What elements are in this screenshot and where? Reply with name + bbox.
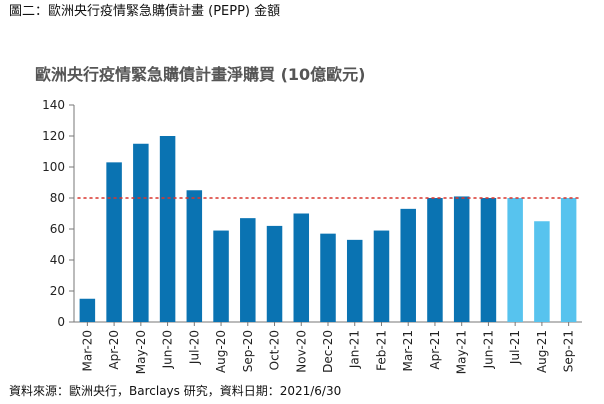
x-axis-tick-label: Jul-21 [508, 330, 522, 365]
x-axis-tick-label: Oct-20 [268, 330, 282, 370]
bar-apr-21 [427, 198, 443, 322]
x-axis-tick-label: Jun-21 [481, 330, 495, 369]
bar-jul-20 [186, 190, 203, 322]
x-axis-tick-label: Jun-20 [161, 330, 175, 369]
x-axis-tick-label: Apr-20 [107, 330, 121, 370]
y-axis-tick-label: 120 [42, 129, 65, 143]
x-axis-tick-label: Jan-21 [348, 330, 362, 369]
x-axis-tick-label: Dec-20 [321, 330, 335, 373]
x-axis-tick-label: Aug-21 [535, 330, 549, 373]
bar-apr-20 [106, 162, 122, 322]
bar-may-20 [133, 143, 149, 322]
bar-sep-21 [560, 198, 577, 322]
bar-jan-21 [346, 239, 363, 322]
x-axis-tick-label: Sep-20 [241, 330, 255, 372]
x-axis-tick-label: May-21 [455, 330, 469, 374]
bar-nov-20 [293, 213, 310, 322]
bar-feb-21 [373, 230, 390, 322]
x-axis-tick-label: Mar-21 [401, 330, 415, 371]
y-axis-tick-label: 100 [42, 160, 65, 174]
x-axis-tick-label: Aug-20 [214, 330, 228, 373]
y-axis-tick-label: 40 [50, 253, 65, 267]
y-axis-tick-label: 0 [57, 315, 65, 329]
y-axis-tick-label: 60 [50, 222, 65, 236]
y-axis-tick-label: 80 [50, 191, 65, 205]
bar-may-21 [453, 196, 470, 322]
bar-jun-20 [159, 136, 176, 322]
bar-dec-20 [320, 233, 336, 322]
x-axis-tick-label: May-20 [134, 330, 148, 374]
figure-caption: 圖二：歐洲央行疫情緊急購債計畫 (PEPP) 金額 [9, 4, 281, 19]
x-axis-tick-label: Nov-20 [294, 330, 308, 373]
bar-sep-20 [240, 218, 256, 322]
bar-aug-21 [534, 221, 550, 322]
y-axis-tick-label: 140 [42, 98, 65, 112]
figure-source: 資料來源：歐洲央行，Barclays 研究，資料日期：2021/6/30 [9, 384, 342, 398]
bar-jul-21 [507, 198, 523, 322]
x-axis-tick-label: Mar-20 [80, 330, 94, 371]
bar-oct-20 [266, 225, 283, 322]
y-axis-tick-label: 20 [50, 284, 65, 298]
x-axis-tick-label: Feb-21 [374, 330, 388, 371]
bar-jun-21 [480, 198, 497, 322]
x-axis-tick-label: Jul-20 [187, 330, 201, 365]
bar-mar-20 [79, 298, 96, 322]
bar-aug-20 [213, 230, 229, 322]
x-axis-tick-label: Sep-21 [562, 330, 576, 372]
bar-mar-21 [400, 208, 416, 322]
x-axis-tick-label: Apr-21 [428, 330, 442, 370]
chart-title: 歐洲央行疫情緊急購債計畫淨購買 (10億歐元) [35, 65, 365, 84]
